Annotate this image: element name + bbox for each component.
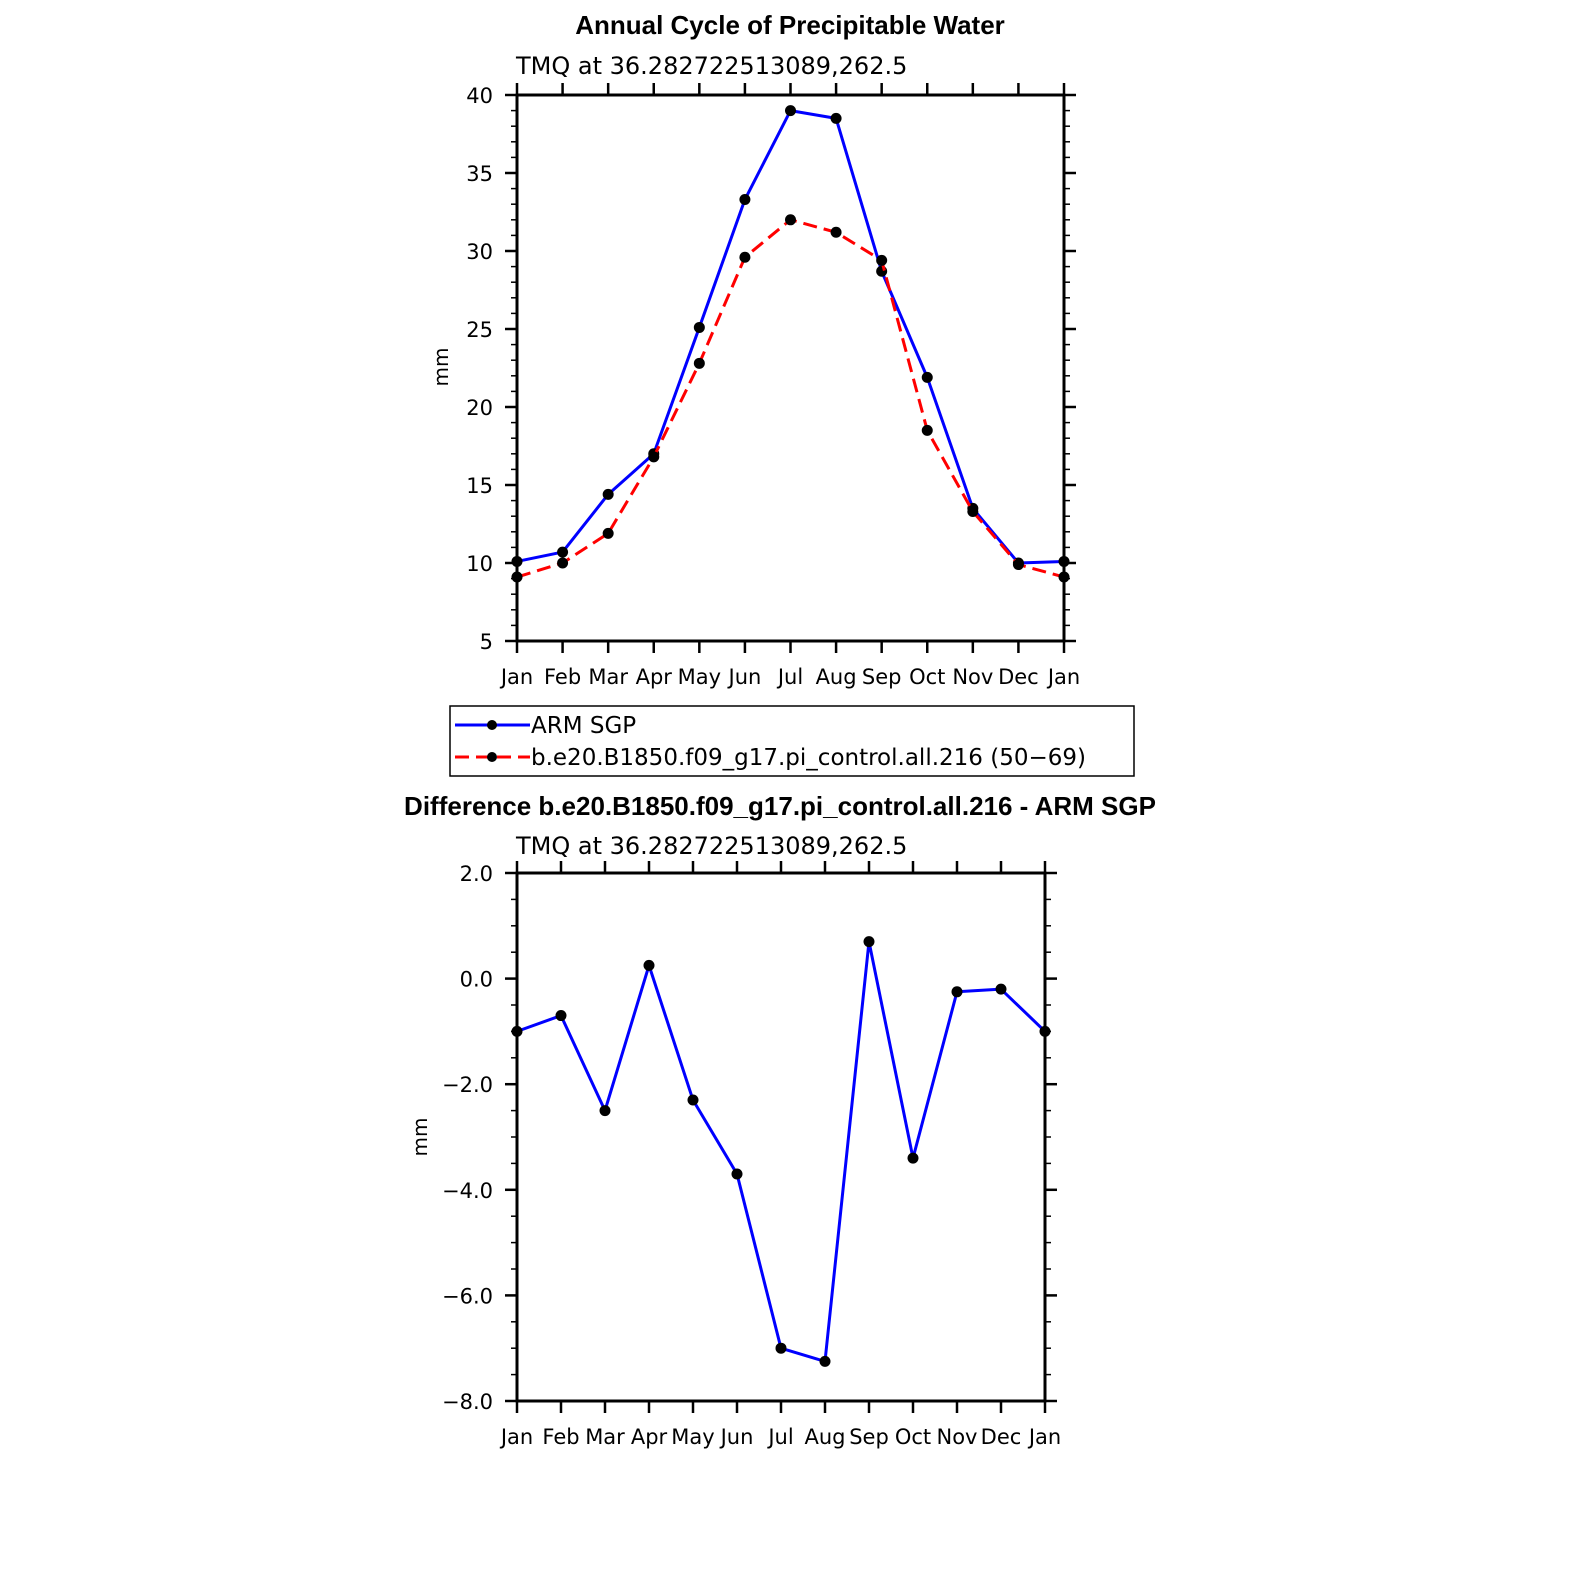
legend-marker-arm-sgp [487,720,497,730]
chart2-plot-area: Jan Feb Mar Apr May Jun Jul Aug Sep Oct Nov Dec Jan−… [442,861,1061,1449]
chart1-ytick-label: 40 [466,84,493,108]
chart1-xtick-label: Jan [1046,665,1080,689]
chart2-series-0-point [1039,1025,1051,1037]
chart1-series-0-point [921,371,933,383]
chart1-series-1-point [602,527,614,539]
chart1-series-1-point [693,357,705,369]
chart1-series-1-point [1012,559,1024,571]
chart1-series-1-point [785,214,796,226]
chart2-subtitle: TMQ at 36.282722513089,262.5 [515,832,907,860]
chart1-series-1-point [967,506,979,518]
chart2-xtick-label: Jan [499,1425,533,1449]
chart2-title: Difference b.e20.B1850.f09_g17.pi_contro… [404,791,1156,821]
chart2-xtick-label: Mar [585,1425,625,1449]
chart2-series-0-point [819,1355,831,1367]
chart2-ylabel: mm [408,1118,432,1157]
chart2-xtick-label: Nov [937,1425,978,1449]
chart2-xtick-label: Feb [542,1425,579,1449]
chart1-legend: ARM SGP b.e20.B1850.f09_g17.pi_control.a… [449,705,1135,777]
chart1-series-0-point [693,321,705,333]
chart2-xtick-label: Aug [804,1425,845,1449]
chart1-series-line-1 [516,218,1065,579]
chart1-series-1-point [876,254,888,266]
chart1-series-1-point [830,226,842,238]
chart1-xtick-label: Oct [909,665,945,689]
chart1-series-1-point [557,557,569,569]
chart1-ytick-label: 30 [466,240,493,264]
chart2-xtick-label: Jun [719,1425,754,1449]
chart1-series-0-point [739,194,751,206]
chart2-series-0-point [555,1010,567,1022]
chart2-ytick-label: −4.0 [442,1179,493,1203]
chart1-plot-area: Jan Feb Mar Apr May Jun Jul Aug Sep Oct Nov Dec Jan5… [466,83,1080,689]
chart1-series-0-point [511,555,523,567]
chart2-ytick-label: −2.0 [442,1073,493,1097]
chart1-xtick-label: Sep [862,665,902,689]
chart1-xtick-label: Nov [952,665,993,689]
legend-label-arm-sgp: ARM SGP [531,713,636,739]
chart1-frame [515,93,1066,643]
chart2-xtick-label: Apr [631,1425,668,1449]
chart2-series-0-point [863,936,875,948]
chart2-xtick-label: Sep [849,1425,889,1449]
chart2-series-line-0 [516,940,1047,1363]
chart2-series-0-point [643,959,655,971]
chart2-xtick-label: May [671,1425,714,1449]
chart2-series-0-point [599,1105,611,1117]
chart2-ytick-label: 2.0 [460,862,493,886]
chart1-ylabel: mm [429,348,453,387]
chart2-ytick-label: 0.0 [460,968,493,992]
chart2-ytick-label: −8.0 [442,1390,493,1414]
chart1-ytick-label: 20 [466,396,493,420]
chart1-ytick-label: 10 [466,552,493,576]
chart1-ytick-label: 35 [466,162,493,186]
chart1-xtick-label: Jun [727,665,762,689]
legend-box [449,705,1135,777]
chart1-xtick-label: Aug [816,665,857,689]
chart1-subtitle: TMQ at 36.282722513089,262.5 [515,52,907,80]
chart2-xtick-label: Jan [1027,1425,1061,1449]
chart2-xtick-label: Oct [895,1425,931,1449]
chart2-series-0-point [907,1152,919,1164]
chart1-xtick-label: Jan [499,665,533,689]
chart1-series-0-point [876,265,888,277]
chart2-series-0-point [731,1168,743,1180]
chart1-series-1-point [648,451,660,463]
chart1-ytick-label: 25 [466,318,493,342]
chart2-series-0-point [511,1025,523,1037]
chart1-series-0-point [830,112,842,124]
chart1-series-1-point [739,251,751,263]
chart1-series-1-point [511,571,523,583]
chart2-series-0-point [951,986,963,998]
chart1-series-0-point [602,488,614,500]
chart2-series-0-point [775,1342,787,1354]
chart2-ytick-label: −6.0 [442,1284,493,1308]
chart1-xtick-label: Dec [998,665,1039,689]
chart1-series-1-point [921,424,933,436]
chart2-frame [515,871,1047,1403]
chart2-series-0-point [687,1094,699,1106]
chart2-series-0-point [995,983,1007,995]
chart1-xtick-label: Apr [636,665,673,689]
chart1-series-0-point [785,105,796,117]
chart1-xtick-label: Mar [588,665,628,689]
chart2-xtick-label: Dec [981,1425,1022,1449]
chart1-title: Annual Cycle of Precipitable Water [575,10,1005,40]
chart1-series-0-point [1058,555,1070,567]
chart1-series-0-point [557,546,569,558]
legend-label-model: b.e20.B1850.f09_g17.pi_control.all.216 (… [531,745,1086,771]
chart1-series-line-0 [516,109,1065,565]
chart1-ytick-label: 15 [466,474,493,498]
chart2-xtick-label: Jul [766,1425,793,1449]
chart1-series-1-point [1058,571,1070,583]
chart1-xtick-label: Feb [544,665,581,689]
chart1-xtick-label: Jul [776,665,803,689]
chart1-ytick-label: 5 [480,630,493,654]
chart1-xtick-label: May [678,665,721,689]
legend-marker-model [487,752,497,762]
